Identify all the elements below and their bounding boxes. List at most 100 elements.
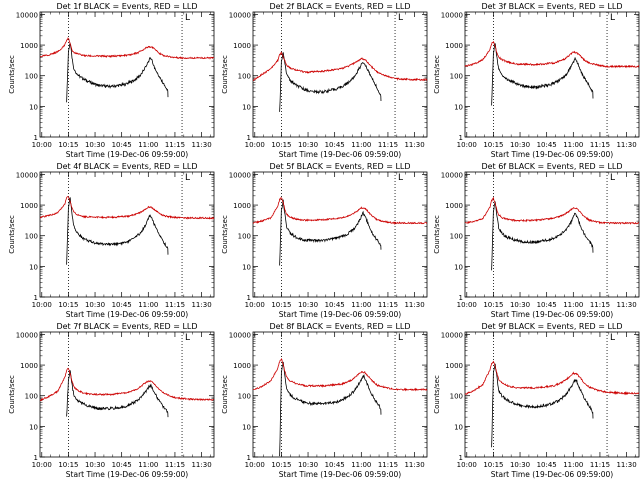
x-tick-label: 10:45 (325, 461, 345, 469)
series-line-events (66, 370, 169, 418)
series-line-lld (39, 367, 215, 402)
y-tick-label: 1 (459, 294, 463, 302)
x-tick-label: 10:30 (510, 141, 530, 149)
detector-panel-1: Det 1f BLACK = Events, RED = LLD 1 10 100 10… (8, 2, 215, 159)
y-tick-label: 1 (34, 134, 38, 142)
y-axis-label: Counts/sec (433, 375, 441, 414)
x-tick-label: 11:15 (165, 141, 185, 149)
corner-mark: L (610, 13, 615, 23)
y-tick-label: 100 (25, 233, 38, 241)
x-axis-label: Start Time (19-Dec-06 09:59:00) (491, 150, 613, 159)
x-tick-label: 11:15 (590, 141, 610, 149)
series-line-events (279, 52, 382, 112)
x-tick-label: 11:30 (616, 461, 636, 469)
x-tick-label: 10:45 (537, 461, 557, 469)
x-tick-label: 10:30 (298, 141, 318, 149)
y-tick-label: 10000 (16, 331, 38, 339)
x-tick-label: 10:45 (112, 141, 132, 149)
x-tick-label: 10:15 (58, 461, 78, 469)
x-axis-label: Start Time (19-Dec-06 09:59:00) (66, 310, 188, 319)
y-tick-label: 10 (454, 103, 463, 111)
y-tick-label: 1000 (20, 202, 38, 210)
x-tick-label: 10:30 (85, 461, 105, 469)
y-tick-label: 10 (242, 263, 251, 271)
x-tick-label: 11:00 (563, 301, 583, 309)
x-tick-label: 10:00 (457, 141, 477, 149)
y-tick-label: 100 (238, 393, 251, 401)
panel-title: Det 3f BLACK = Events, RED = LLD (481, 2, 622, 11)
y-tick-label: 1000 (445, 362, 463, 370)
x-tick-label: 10:30 (298, 461, 318, 469)
y-tick-label: 1000 (233, 42, 251, 50)
series-line-lld (252, 197, 428, 226)
y-axis-label: Counts/sec (8, 55, 16, 94)
x-tick-label: 10:00 (457, 301, 477, 309)
plot-frame (39, 171, 215, 298)
detector-panel-8: Det 8f BLACK = Events, RED = LLD 1 10 100 10… (221, 322, 428, 479)
x-tick-label: 10:15 (58, 141, 78, 149)
detector-panel-2: Det 2f BLACK = Events, RED = LLD 1 10 100 10… (221, 2, 428, 159)
y-tick-label: 10 (454, 263, 463, 271)
x-tick-label: 11:00 (138, 141, 158, 149)
y-tick-label: 100 (450, 233, 463, 241)
y-tick-label: 10000 (441, 331, 463, 339)
series-line-lld (40, 37, 215, 60)
y-axis-label: Counts/sec (221, 55, 229, 94)
x-tick-label: 10:30 (510, 301, 530, 309)
x-tick-label: 10:00 (245, 301, 265, 309)
corner-mark: L (185, 173, 190, 183)
panel-title: Det 2f BLACK = Events, RED = LLD (269, 2, 410, 11)
panel-title: Det 6f BLACK = Events, RED = LLD (481, 162, 622, 171)
x-tick-label: 10:15 (58, 301, 78, 309)
x-tick-label: 11:00 (351, 461, 371, 469)
corner-mark: L (185, 13, 190, 23)
x-tick-label: 10:00 (32, 141, 52, 149)
x-tick-label: 11:00 (351, 141, 371, 149)
series-line-events (66, 197, 169, 265)
x-tick-label: 11:30 (191, 461, 211, 469)
x-axis-label: Start Time (19-Dec-06 09:59:00) (279, 470, 401, 479)
x-tick-label: 10:45 (537, 301, 557, 309)
x-tick-label: 10:00 (245, 141, 265, 149)
x-tick-label: 10:15 (271, 461, 291, 469)
plot-frame (252, 11, 428, 138)
series-line-events (66, 42, 169, 103)
x-tick-label: 10:45 (537, 141, 557, 149)
corner-mark: L (398, 173, 403, 183)
x-tick-label: 10:15 (483, 141, 503, 149)
y-axis-label: Counts/sec (433, 215, 441, 254)
x-tick-label: 11:00 (563, 461, 583, 469)
x-tick-label: 11:15 (378, 301, 398, 309)
x-tick-label: 10:30 (85, 301, 105, 309)
plot-frame (464, 331, 640, 458)
x-tick-label: 10:15 (483, 461, 503, 469)
x-axis-label: Start Time (19-Dec-06 09:59:00) (491, 470, 613, 479)
panel-title: Det 1f BLACK = Events, RED = LLD (56, 2, 197, 11)
x-tick-label: 10:30 (85, 141, 105, 149)
x-tick-label: 10:00 (457, 461, 477, 469)
x-tick-label: 11:00 (351, 301, 371, 309)
x-tick-label: 10:15 (271, 301, 291, 309)
y-tick-label: 10000 (16, 171, 38, 179)
y-tick-label: 1 (34, 294, 38, 302)
y-tick-label: 10000 (229, 171, 251, 179)
y-axis-label: Counts/sec (221, 215, 229, 254)
x-tick-label: 11:15 (165, 301, 185, 309)
y-tick-label: 1000 (445, 42, 463, 50)
y-tick-label: 100 (25, 73, 38, 81)
x-tick-label: 11:00 (563, 141, 583, 149)
y-tick-label: 1 (34, 454, 38, 462)
y-tick-label: 10 (29, 423, 38, 431)
x-tick-label: 10:00 (32, 461, 52, 469)
y-tick-label: 100 (25, 393, 38, 401)
corner-mark: L (398, 13, 403, 23)
y-tick-label: 1000 (445, 202, 463, 210)
x-tick-label: 10:15 (483, 301, 503, 309)
x-axis-label: Start Time (19-Dec-06 09:59:00) (491, 310, 613, 319)
x-tick-label: 11:30 (191, 141, 211, 149)
detector-panel-5: Det 5f BLACK = Events, RED = LLD 1 10 100 10… (221, 162, 428, 319)
plot-frame (252, 171, 428, 298)
y-tick-label: 10 (29, 103, 38, 111)
y-tick-label: 10 (29, 263, 38, 271)
series-line-lld (464, 360, 640, 396)
